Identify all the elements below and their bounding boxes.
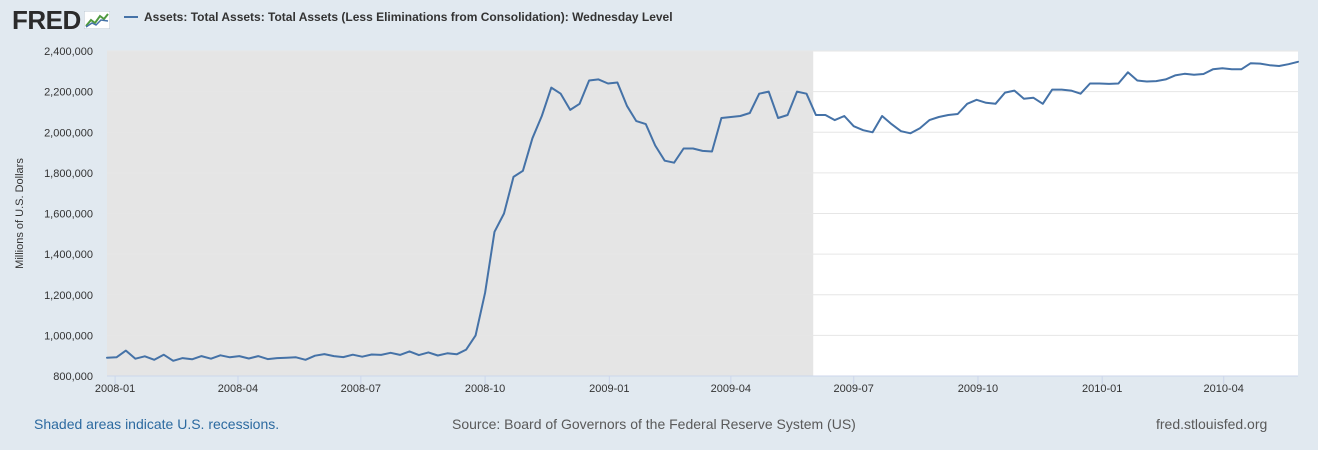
y-tick-label: 1,000,000	[44, 330, 93, 342]
x-tick-label: 2008-01	[95, 383, 135, 395]
fred-url[interactable]: fred.stlouisfed.org	[1156, 416, 1268, 432]
y-tick-label: 2,000,000	[44, 127, 93, 139]
y-tick-label: 800,000	[53, 371, 93, 383]
y-tick-label: 2,400,000	[44, 46, 93, 58]
x-tick-label: 2010-04	[1204, 383, 1244, 395]
source-note: Source: Board of Governors of the Federa…	[452, 416, 856, 432]
series-line	[106, 60, 1299, 362]
y-tick-label: 1,600,000	[44, 209, 93, 221]
y-tick-label: 1,800,000	[44, 168, 93, 180]
x-tick-label: 2010-01	[1082, 383, 1122, 395]
x-tick-label: 2008-04	[218, 383, 258, 395]
x-tick-label: 2009-01	[589, 383, 629, 395]
recession-note-link[interactable]: Shaded areas indicate U.S. recessions.	[34, 416, 280, 432]
x-tick-label: 2009-10	[958, 383, 998, 395]
x-tick-label: 2009-07	[834, 383, 874, 395]
chart-legend: Assets: Total Assets: Total Assets (Less…	[124, 10, 673, 24]
y-tick-label: 1,200,000	[44, 290, 93, 302]
y-axis-title: Millions of U.S. Dollars	[14, 158, 26, 269]
x-tick-label: 2008-10	[465, 383, 505, 395]
y-tick-label: 1,400,000	[44, 249, 93, 261]
legend-line-swatch	[124, 16, 138, 18]
x-tick-label: 2009-04	[711, 383, 751, 395]
x-tick-label: 2008-07	[341, 383, 381, 395]
fred-graph-icon	[83, 11, 110, 29]
fred-logo[interactable]: FRED	[12, 7, 110, 33]
chart: 800,000 1,000,000 1,200,000 1,400,000 1,600,…	[14, 46, 1299, 395]
y-tick-label: 2,200,000	[44, 87, 93, 99]
logo-text: FRED	[12, 5, 81, 35]
legend-series-label: Assets: Total Assets: Total Assets (Less…	[144, 10, 673, 24]
